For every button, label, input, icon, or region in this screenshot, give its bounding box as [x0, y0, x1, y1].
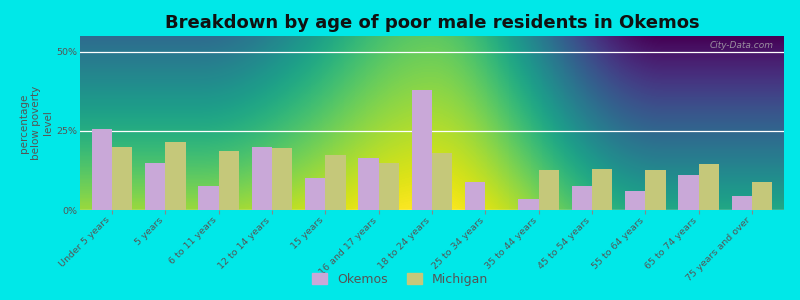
Bar — [518, 199, 538, 210]
Bar — [732, 196, 752, 210]
Bar — [625, 191, 646, 210]
Bar — [678, 175, 698, 210]
Bar — [378, 163, 399, 210]
Bar — [272, 148, 292, 210]
Bar — [218, 152, 239, 210]
Bar — [252, 147, 272, 210]
Legend: Okemos, Michigan: Okemos, Michigan — [307, 268, 493, 291]
Bar — [412, 90, 432, 210]
Bar — [166, 142, 186, 210]
Bar — [198, 186, 218, 210]
Bar — [92, 129, 112, 210]
Bar — [326, 154, 346, 210]
Bar — [646, 170, 666, 210]
Bar — [572, 186, 592, 210]
Bar — [698, 164, 719, 210]
Bar — [752, 182, 772, 210]
Bar — [358, 158, 378, 210]
Bar — [465, 182, 486, 210]
Y-axis label: percentage
below poverty
level: percentage below poverty level — [18, 86, 54, 160]
Text: City-Data.com: City-Data.com — [710, 41, 774, 50]
Bar — [592, 169, 612, 210]
Bar — [112, 147, 132, 210]
Bar — [432, 153, 452, 210]
Bar — [305, 178, 326, 210]
Title: Breakdown by age of poor male residents in Okemos: Breakdown by age of poor male residents … — [165, 14, 699, 32]
Bar — [538, 170, 559, 210]
Bar — [145, 163, 166, 210]
